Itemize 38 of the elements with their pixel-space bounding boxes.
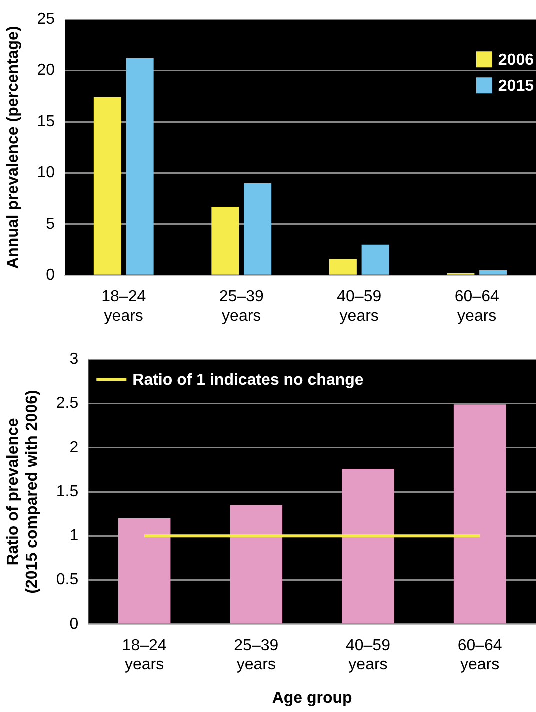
y-tick-label: 10 xyxy=(37,164,56,182)
y-tick-label: 0.5 xyxy=(56,572,79,589)
x-tick-label: 18–24 years xyxy=(122,637,167,674)
bar xyxy=(454,404,506,624)
x-tick-label: 60–64 years xyxy=(458,637,502,674)
legend-label: 2015 xyxy=(498,78,534,96)
y-tick-label: 5 xyxy=(46,216,56,233)
x-tick-label: 60–64 years xyxy=(454,288,500,325)
legend-label: Ratio of 1 indicates no change xyxy=(132,372,364,390)
y-tick-label: 0 xyxy=(46,267,56,284)
x-axis-title: Age group xyxy=(272,690,353,707)
bar xyxy=(126,58,154,275)
x-tick-label: 40–59 years xyxy=(346,637,391,674)
bar xyxy=(362,244,390,275)
bar xyxy=(244,183,272,275)
y-tick-label: 20 xyxy=(37,62,56,80)
y-tick-label: 1.5 xyxy=(56,483,79,500)
bar xyxy=(212,206,240,275)
x-tick-label: 18–24 years xyxy=(102,288,146,325)
y-tick-label: 15 xyxy=(37,113,56,130)
y-tick-label: 3 xyxy=(70,351,79,368)
y-tick-label: 1 xyxy=(70,528,79,545)
bar xyxy=(480,270,508,275)
y-axis-title: Ratio of prevalence (2015 compared with 2006) xyxy=(5,390,42,594)
y-tick-label: 2 xyxy=(70,439,79,456)
x-tick-label: 25–39 years xyxy=(234,637,279,674)
bar xyxy=(342,469,394,624)
y-tick-label: 0 xyxy=(70,616,79,633)
bar xyxy=(230,505,283,624)
y-axis-title: Annual prevalence (percentage) xyxy=(5,26,22,269)
bar xyxy=(329,259,357,275)
bar xyxy=(94,97,122,275)
x-tick-label: 40–59 years xyxy=(337,288,382,325)
y-tick-label: 25 xyxy=(37,11,56,28)
bar xyxy=(118,518,171,624)
x-tick-label: 25–39 years xyxy=(219,288,264,325)
legend-label: 2006 xyxy=(498,52,534,70)
y-tick-label: 2.5 xyxy=(56,395,79,412)
